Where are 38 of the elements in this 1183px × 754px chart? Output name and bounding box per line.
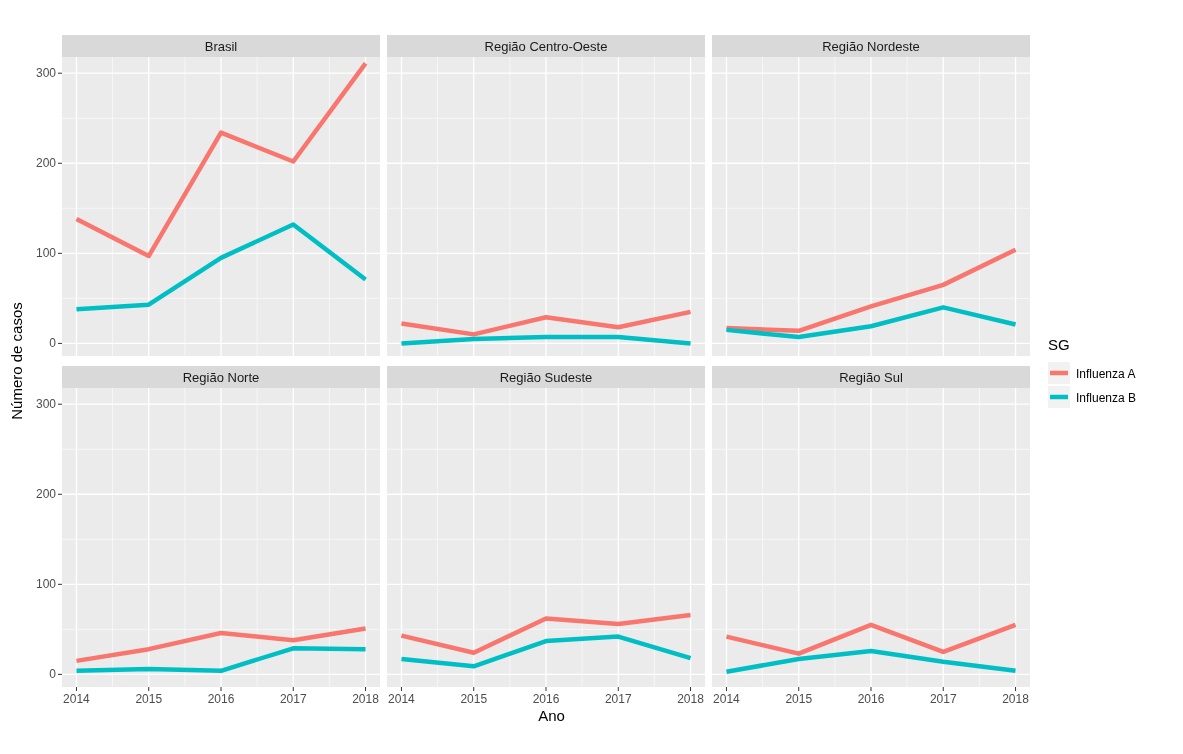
y-tick-label: 200 bbox=[35, 156, 57, 171]
x-tick-label: 2014 bbox=[63, 692, 91, 706]
line-series bbox=[74, 626, 368, 664]
legend-label: Influenza B bbox=[1076, 391, 1137, 405]
x-tick-label: 2017 bbox=[929, 692, 957, 706]
x-axis-title: Ano bbox=[538, 707, 565, 724]
x-tick-label: 2016 bbox=[207, 692, 235, 706]
x-tick-label: 2018 bbox=[677, 692, 705, 706]
chart-title: Região Norte bbox=[182, 369, 260, 385]
y-tick-label: 100 bbox=[35, 246, 57, 261]
line-series bbox=[74, 222, 368, 312]
chart-title: Região Sul bbox=[839, 369, 903, 385]
x-tick-label: 2015 bbox=[460, 692, 488, 706]
x-tick-label: 2017 bbox=[604, 692, 632, 706]
x-tick-label: 2017 bbox=[279, 692, 307, 706]
x-tick-label: 2014 bbox=[388, 692, 416, 706]
line-series bbox=[74, 61, 368, 259]
y-tick-label: 0 bbox=[49, 336, 57, 351]
x-tick-label: 2018 bbox=[1002, 692, 1030, 706]
y-tick-label: 100 bbox=[35, 577, 57, 592]
line-series bbox=[74, 646, 368, 674]
x-tick-label: 2014 bbox=[713, 692, 741, 706]
legend-title: SG bbox=[1048, 336, 1070, 353]
y-tick-label: 200 bbox=[35, 487, 57, 502]
y-tick-label: 300 bbox=[35, 66, 57, 81]
x-tick-label: 2018 bbox=[352, 692, 380, 706]
x-tick-label: 2015 bbox=[135, 692, 163, 706]
y-tick-label: 300 bbox=[35, 397, 57, 412]
x-tick-label: 2016 bbox=[532, 692, 560, 706]
chart-title: Região Sudeste bbox=[499, 369, 593, 385]
legend-label: Influenza A bbox=[1076, 367, 1136, 381]
chart-title: Brasil bbox=[204, 38, 238, 54]
chart-title: Região Nordeste bbox=[822, 38, 920, 54]
y-tick-label: 0 bbox=[49, 667, 57, 682]
chart-title: Região Centro-Oeste bbox=[484, 38, 608, 54]
x-tick-label: 2016 bbox=[857, 692, 885, 706]
x-tick-label: 2015 bbox=[785, 692, 813, 706]
y-axis-title: Número de casos bbox=[8, 302, 25, 420]
